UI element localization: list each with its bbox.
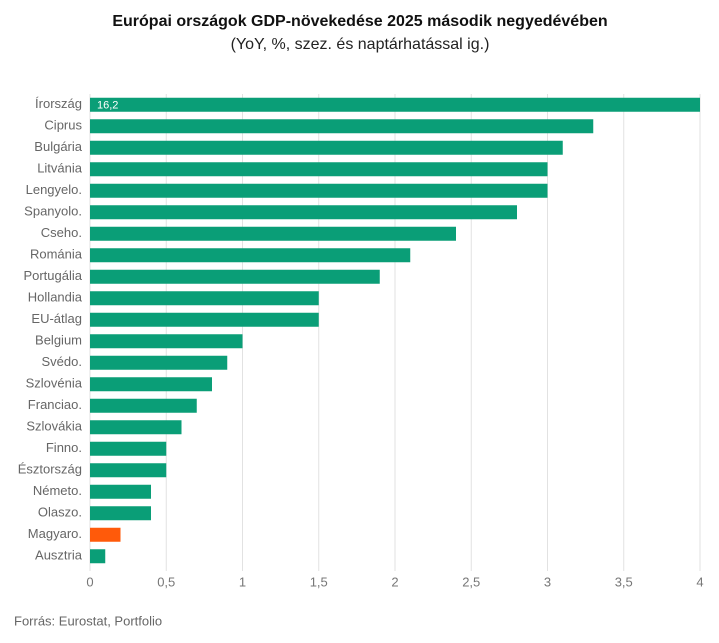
y-tick-label: Portugália — [23, 268, 82, 283]
bar — [90, 398, 197, 413]
bar — [90, 441, 167, 456]
bar — [90, 334, 243, 349]
y-tick-label: Svédo. — [42, 354, 82, 369]
bar — [90, 140, 563, 155]
source: Forrás: Eurostat, Portfolio — [14, 613, 162, 628]
x-tick-label: 4 — [696, 574, 703, 589]
bar — [90, 269, 380, 284]
y-tick-label: Spanyolo. — [24, 204, 82, 219]
chart-title: Európai országok GDP-növekedése 2025 más… — [112, 13, 607, 30]
y-tick-label: Finno. — [46, 440, 82, 455]
y-tick-label: Litvánia — [37, 161, 83, 176]
chart-subtitle: (YoY, %, szez. és naptárhatással ig.) — [231, 36, 490, 53]
y-tick-label: Ausztria — [35, 548, 83, 563]
bar — [90, 119, 594, 134]
bar — [90, 420, 182, 435]
y-tick-label: Lengyelo. — [26, 182, 82, 197]
y-tick-label: Szlovákia — [26, 419, 82, 434]
bar — [90, 97, 700, 112]
y-tick-label: Szlovénia — [26, 376, 83, 391]
bar — [90, 312, 319, 327]
value-label: 16,2 — [97, 100, 118, 112]
bar — [90, 205, 517, 220]
bar — [90, 484, 151, 499]
x-tick-label: 3 — [544, 574, 551, 589]
bar — [90, 183, 548, 198]
bar — [90, 463, 167, 478]
x-tick-label: 1 — [239, 574, 246, 589]
y-tick-label: Románia — [30, 247, 83, 262]
y-tick-label: Ciprus — [44, 118, 82, 133]
y-tick-label: Belgium — [35, 333, 82, 348]
x-tick-label: 2,5 — [462, 574, 480, 589]
y-tick-label: Hollandia — [28, 290, 83, 305]
x-tick-label: 0,5 — [157, 574, 175, 589]
bar — [90, 549, 106, 564]
y-tick-label: Cseho. — [41, 225, 82, 240]
bar — [90, 527, 121, 542]
y-tick-label: Bulgária — [34, 139, 82, 154]
y-tick-label: Olaszo. — [38, 505, 82, 520]
y-tick-label: EU-átlag — [31, 311, 82, 326]
bar — [90, 162, 548, 177]
y-tick-label: Írország — [35, 96, 82, 111]
y-tick-label: Franciao. — [28, 397, 82, 412]
bars — [90, 97, 700, 564]
bar — [90, 248, 411, 263]
y-tick-label: Magyaro. — [28, 526, 82, 541]
bar — [90, 506, 151, 521]
y-tick-label: Németo. — [33, 483, 82, 498]
y-tick-label: Észtország — [18, 462, 82, 477]
bar — [90, 377, 212, 392]
bar — [90, 291, 319, 306]
bar — [90, 355, 228, 370]
x-tick-label: 0 — [86, 574, 93, 589]
x-tick-label: 1,5 — [310, 574, 328, 589]
bar — [90, 226, 456, 241]
x-tick-label: 2 — [391, 574, 398, 589]
x-tick-label: 3,5 — [615, 574, 633, 589]
